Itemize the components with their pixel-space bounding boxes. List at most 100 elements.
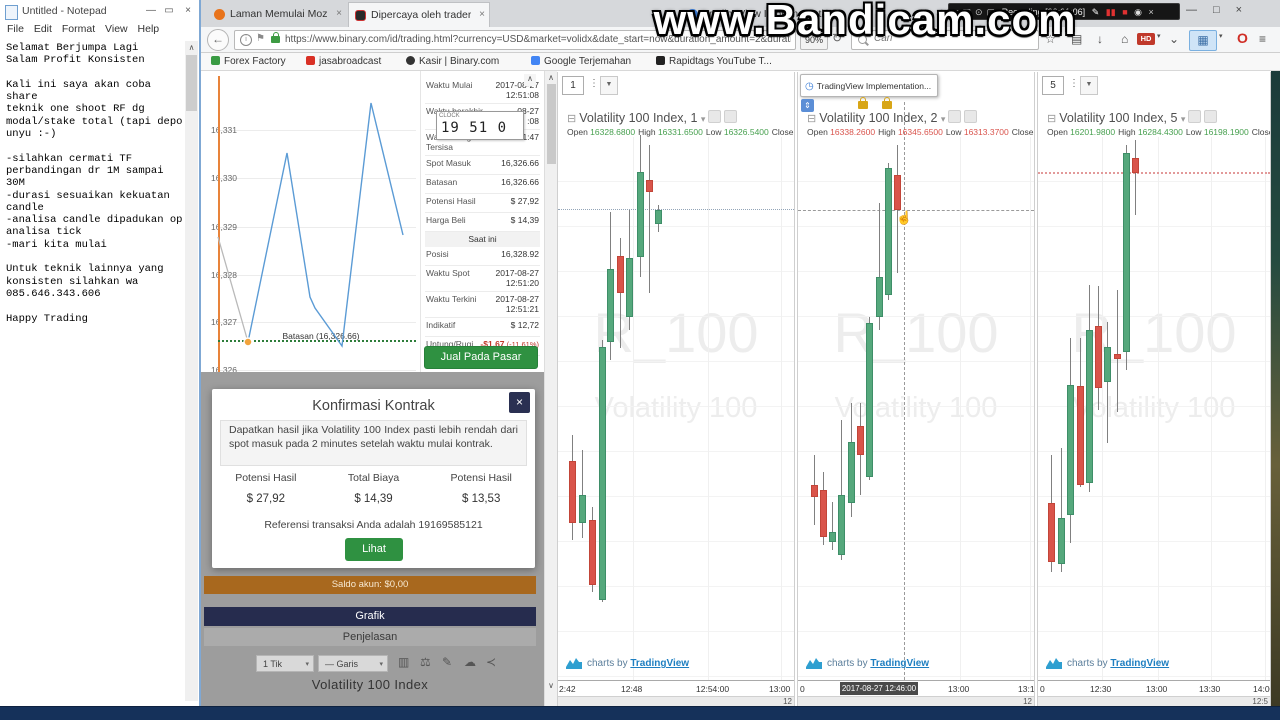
menu-dots-icon[interactable]: ⋮ <box>1069 78 1079 89</box>
chevron-down-icon[interactable]: ▾ <box>1157 33 1161 40</box>
interval-dropdown[interactable]: 1 Tik ▾ <box>256 655 314 672</box>
view-button[interactable]: Lihat <box>345 538 403 561</box>
settings-icon[interactable] <box>1204 110 1218 123</box>
maximize-button[interactable]: ▭ <box>164 5 174 16</box>
url-field[interactable]: i ⚑ https://www.binary.com/id/trading.ht… <box>234 30 796 50</box>
bookmark-star-icon[interactable]: ☆ <box>1045 32 1056 46</box>
pocket-icon[interactable]: ⌄ <box>1169 32 1180 46</box>
collapse-icon[interactable]: ⊟ <box>567 113 580 125</box>
home-icon[interactable]: ⌂ <box>1121 32 1129 46</box>
chart-style-dropdown[interactable]: — Garis ▾ <box>318 655 388 672</box>
menu-view[interactable]: View <box>105 23 128 35</box>
tab-penjelasan[interactable]: Penjelasan <box>204 628 536 646</box>
chevron-down-icon[interactable]: ▾ <box>1219 33 1223 40</box>
zoom-indicator[interactable]: 90% <box>800 30 828 50</box>
tab-firefox-start[interactable]: Laman Memulai Mozilla Fire × <box>208 2 346 27</box>
snapshot-icon[interactable] <box>948 110 962 123</box>
time-axis[interactable]: 2017-08-27 12:46:00 0 13:00 13:16 <box>798 680 1034 697</box>
scroll-up-icon[interactable]: ∧ <box>188 43 195 52</box>
flag-icon[interactable]: ⚑ <box>256 33 265 44</box>
snapshot-icon[interactable] <box>708 110 722 123</box>
opera-icon[interactable]: O <box>1237 30 1248 46</box>
chevron-down-icon[interactable]: ▾ <box>940 114 946 124</box>
settings-icon[interactable] <box>964 110 978 123</box>
bookmark-item[interactable]: Google Terjemahan <box>531 56 631 67</box>
monitor-icon[interactable]: ▣ <box>962 7 972 17</box>
bookmark-item[interactable]: Forex Factory <box>211 56 286 67</box>
menu-dots-icon[interactable]: ⋮ <box>589 78 599 89</box>
lock-icon[interactable] <box>882 97 892 109</box>
grid-extension-icon[interactable]: ▦ <box>1189 30 1217 51</box>
scroll-up-icon[interactable]: ∧ <box>548 73 554 82</box>
chevron-down-icon[interactable]: ▼ <box>600 76 618 95</box>
modal-close-button[interactable]: × <box>509 392 530 413</box>
windows-taskbar[interactable] <box>0 706 1280 720</box>
tradingview-link[interactable]: TradingView <box>1110 658 1170 669</box>
minimize-button[interactable]: — <box>1186 4 1197 16</box>
tab-grafik[interactable]: Grafik <box>204 607 536 626</box>
chevron-down-icon[interactable]: ▾ <box>1180 114 1186 124</box>
menu-format[interactable]: Format <box>61 23 96 35</box>
reload-icon[interactable]: ↻ <box>832 31 843 45</box>
tab-close-icon[interactable]: × <box>336 8 342 19</box>
chevron-down-icon[interactable]: ▾ <box>700 114 706 124</box>
tab-close-icon[interactable]: × <box>479 9 485 20</box>
collapse-icon[interactable]: ⊟ <box>807 113 820 125</box>
scrollbar-thumb[interactable] <box>547 84 556 164</box>
share-icon[interactable]: ≺ <box>486 655 497 669</box>
pencil-icon[interactable]: ✎ <box>1091 7 1100 17</box>
close-icon[interactable]: × <box>1148 7 1154 17</box>
download-cloud-icon[interactable]: ☁ <box>464 655 476 669</box>
time-axis[interactable]: 2:42 12:48 12:54:00 13:00 <box>558 680 794 697</box>
lock-icon[interactable] <box>858 97 868 109</box>
page-scrollbar[interactable]: ∧ ∨ <box>544 71 557 706</box>
close-button[interactable]: × <box>185 5 191 16</box>
chevron-down-icon[interactable]: ▾ <box>954 7 959 17</box>
download-icon[interactable]: ↓ <box>1097 32 1103 46</box>
resize-icon[interactable]: ⇕ <box>801 99 814 112</box>
bookmark-item[interactable]: Kasir | Binary.com <box>406 56 499 67</box>
tradingview-chart-2m[interactable]: 2 ⋮ ▼ ◷TradingView Implementation... ⇕ R… <box>797 72 1035 706</box>
draw-icon[interactable]: ✎ <box>442 655 453 669</box>
time-axis[interactable]: 0 12:30 13:00 13:30 14:00 <box>1038 680 1270 697</box>
menu-help[interactable]: Help <box>137 23 160 35</box>
search-input[interactable] <box>872 32 1026 45</box>
chevron-down-icon[interactable]: ▼ <box>1080 76 1098 95</box>
camera-icon[interactable]: ◉ <box>1134 7 1142 17</box>
bookmark-item[interactable]: jasabroadcast <box>306 56 381 67</box>
menu-edit[interactable]: Edit <box>33 23 52 35</box>
notepad-titlebar[interactable]: Untitled - Notepad — ▭ × <box>0 0 199 24</box>
region-icon[interactable]: ▢ <box>986 7 996 17</box>
sell-at-market-button[interactable]: Jual Pada Pasar <box>424 346 538 369</box>
info-icon[interactable]: i <box>240 34 252 46</box>
tab-close-icon[interactable]: × <box>896 8 902 19</box>
zoom-icon[interactable]: ⊙ <box>975 7 983 17</box>
scrollbar-thumb[interactable] <box>186 55 197 111</box>
interval-input[interactable]: 1 <box>562 76 584 95</box>
scroll-up-icon[interactable]: ∧ <box>524 74 536 86</box>
tradingview-chart-1m[interactable]: 1 ⋮ ▼ R_100 Volatility 100 ⊟ Volatility … <box>557 72 795 706</box>
tab-binary-active[interactable]: Dipercaya oleh trader sejak 2 × <box>348 2 490 27</box>
tab-tradingview[interactable]: TradingView Implementation × <box>681 2 906 27</box>
settings-icon[interactable] <box>724 110 738 123</box>
tradingview-link[interactable]: TradingView <box>870 658 930 669</box>
tradingview-link[interactable]: TradingView <box>630 658 690 669</box>
url-text[interactable]: https://www.binary.com/id/trading.html?c… <box>285 34 791 45</box>
menu-hamburger-icon[interactable]: ≡ <box>1259 32 1267 46</box>
collapse-icon[interactable]: ⊟ <box>1047 113 1060 125</box>
menu-file[interactable]: File <box>7 23 24 35</box>
library-icon[interactable]: ▤ <box>1071 32 1083 46</box>
notepad-text[interactable]: Selamat Berjumpa Lagi Salam Profit Konsi… <box>6 42 183 325</box>
maximize-button[interactable]: □ <box>1213 4 1220 16</box>
chart-type-icon[interactable]: ▥ <box>398 655 410 669</box>
hd-extension-icon[interactable]: HD <box>1137 33 1155 45</box>
interval-input[interactable]: 5 <box>1042 76 1064 95</box>
pause-icon[interactable]: ▮▮ <box>1105 7 1116 17</box>
bookmark-item[interactable]: Rapidtags YouTube T... <box>656 56 772 67</box>
tradingview-chart-5m[interactable]: 5 ⋮ ▼ R_100 Volatility 100 ⊟ Volatility … <box>1037 72 1271 706</box>
notepad-scrollbar[interactable]: ∧ <box>185 41 198 701</box>
indicators-icon[interactable]: ⚖ <box>420 655 431 669</box>
scroll-down-icon[interactable]: ∨ <box>548 681 554 690</box>
stop-icon[interactable]: ■ <box>1122 7 1128 17</box>
snapshot-icon[interactable] <box>1188 110 1202 123</box>
